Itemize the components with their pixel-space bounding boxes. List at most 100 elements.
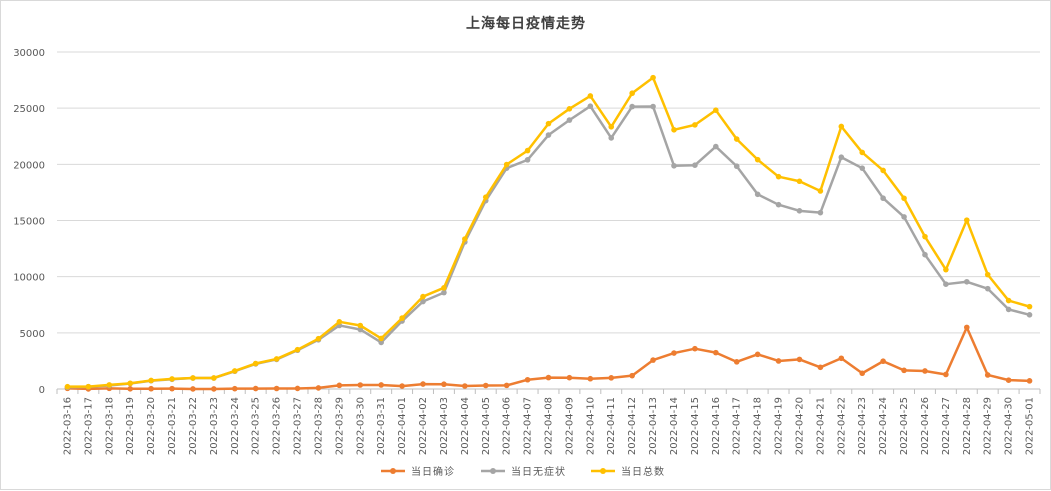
data-point	[650, 357, 656, 363]
data-point	[817, 188, 824, 194]
data-point	[943, 266, 949, 273]
data-point	[231, 385, 238, 392]
series-0	[64, 324, 1033, 392]
data-point	[671, 350, 677, 356]
data-point	[420, 381, 426, 387]
x-tick-label: 2022-04-11	[606, 397, 617, 455]
data-point	[127, 386, 134, 392]
data-point	[901, 214, 907, 220]
x-tick-label: 2022-04-22	[836, 397, 847, 455]
data-point	[775, 358, 782, 364]
data-point	[796, 208, 803, 214]
x-tick-label: 2022-03-30	[355, 397, 366, 455]
x-tick-label: 2022-04-29	[983, 397, 994, 455]
x-tick-label: 2022-03-28	[313, 397, 324, 455]
x-tick-label: 2022-04-05	[481, 397, 492, 455]
data-point	[211, 386, 217, 392]
data-point	[231, 368, 238, 374]
data-point	[503, 382, 510, 389]
data-point	[901, 367, 907, 374]
y-axis-tick-labels: 0 5000 10000 15000 20000 25000 30000	[13, 48, 45, 396]
x-tick-label: 2022-03-18	[104, 397, 115, 455]
x-tick-label: 2022-04-25	[899, 397, 910, 455]
data-point	[1026, 378, 1033, 384]
data-point	[943, 281, 949, 287]
data-point	[524, 157, 531, 163]
chart-title: 上海每日疫情走势	[466, 15, 586, 32]
legend-swatch-marker	[600, 468, 606, 474]
legend-label: 当日总数	[621, 465, 665, 478]
data-point	[692, 122, 698, 128]
data-point	[629, 372, 635, 379]
y-tick-label: 30000	[13, 48, 45, 59]
y-tick-label: 0	[39, 385, 45, 396]
data-point	[859, 165, 866, 171]
series-line	[67, 104, 1030, 389]
data-point	[608, 135, 615, 141]
data-point	[692, 345, 698, 352]
data-point	[587, 93, 594, 99]
x-tick-label: 2022-04-28	[962, 397, 973, 455]
data-point	[545, 374, 552, 381]
data-point	[524, 376, 531, 383]
data-point	[608, 123, 615, 130]
data-point	[587, 375, 594, 382]
data-point	[775, 173, 782, 180]
x-tick-label: 2022-04-18	[753, 397, 764, 455]
data-point	[64, 383, 71, 390]
data-point	[880, 358, 886, 365]
data-point	[733, 136, 740, 142]
data-point	[922, 251, 928, 258]
data-point	[462, 383, 468, 389]
data-point	[984, 285, 991, 292]
data-point	[671, 127, 677, 133]
data-point	[692, 162, 698, 168]
series-1	[64, 103, 1033, 391]
x-tick-label: 2022-04-21	[815, 397, 826, 455]
data-point	[190, 386, 196, 392]
x-tick-label: 2022-03-29	[334, 397, 345, 455]
data-point	[713, 349, 719, 356]
data-point	[378, 339, 384, 346]
data-point	[127, 380, 134, 387]
data-point	[650, 103, 656, 110]
data-point	[963, 324, 970, 331]
data-point	[733, 163, 740, 170]
x-tick-label: 2022-03-24	[230, 397, 241, 455]
data-point	[1005, 297, 1012, 304]
legend-label: 当日无症状	[511, 465, 566, 478]
data-point	[629, 103, 635, 110]
data-point	[524, 147, 531, 154]
data-point	[984, 271, 991, 278]
x-tick-label: 2022-03-22	[188, 397, 199, 455]
gridlines	[57, 51, 1040, 334]
data-point	[399, 383, 405, 389]
data-point	[85, 383, 92, 390]
data-point	[859, 370, 866, 377]
x-tick-label: 2022-05-01	[1025, 397, 1036, 455]
x-tick-label: 2022-04-06	[502, 397, 513, 455]
x-tick-label: 2022-03-27	[293, 397, 304, 455]
x-tick-label: 2022-04-03	[439, 397, 450, 455]
legend: 当日确诊 当日无症状 当日总数	[381, 465, 665, 478]
legend-swatch-marker	[390, 468, 396, 474]
data-point	[1026, 303, 1033, 310]
data-point	[838, 123, 845, 130]
data-point	[566, 374, 573, 381]
data-point	[315, 385, 322, 391]
x-tick-label: 2022-03-26	[272, 397, 283, 455]
data-point	[441, 381, 447, 388]
data-point	[901, 195, 907, 202]
data-point	[294, 346, 301, 353]
legend-item: 当日总数	[591, 465, 665, 478]
data-point	[148, 385, 154, 392]
data-point	[441, 289, 447, 296]
data-point	[963, 217, 970, 223]
data-point	[273, 385, 280, 392]
x-tick-label: 2022-03-19	[125, 397, 136, 455]
data-point	[608, 375, 615, 381]
x-tick-label: 2022-03-17	[83, 397, 94, 455]
x-tick-label: 2022-04-19	[774, 397, 785, 455]
data-point	[148, 377, 154, 384]
